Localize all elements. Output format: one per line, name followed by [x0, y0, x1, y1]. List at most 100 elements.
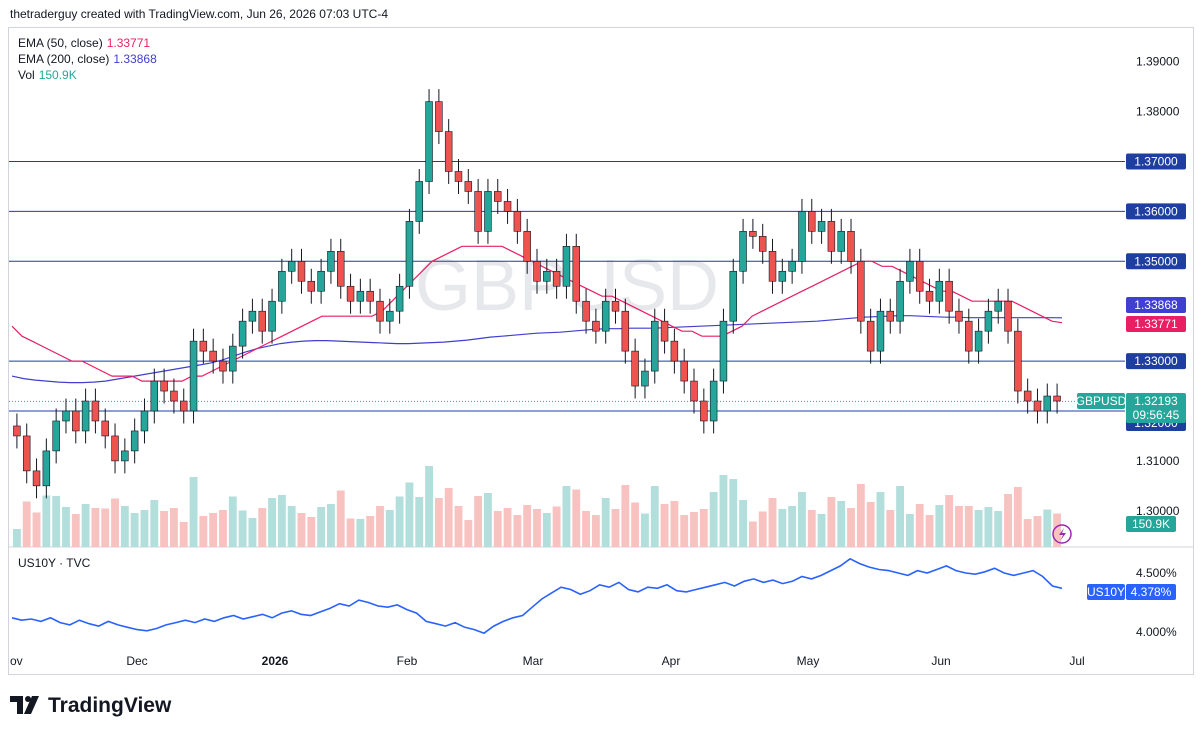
us10y-symbol-badge — [1087, 584, 1125, 600]
volume-bar — [994, 511, 1003, 547]
time-tick-5: Apr — [662, 654, 681, 668]
volume-bar — [660, 504, 669, 547]
volume-bar — [277, 495, 286, 547]
candle-body — [366, 290, 374, 302]
volume-bar — [915, 504, 924, 547]
last-price-text: 1.32193 — [1134, 394, 1178, 408]
tradingview-logo[interactable]: TradingView — [10, 694, 171, 718]
candle-body — [631, 350, 639, 387]
tradingview-logo-text: TradingView — [48, 694, 172, 717]
candle-body — [552, 270, 561, 287]
candle-body — [444, 131, 453, 172]
price-badges: 1.370001.360001.350001.330001.320001.338… — [1076, 153, 1186, 600]
volume-bar — [513, 515, 522, 547]
candle-body — [91, 400, 100, 422]
volume-bar — [680, 515, 689, 547]
candle-body — [346, 285, 355, 302]
volume-bar — [572, 489, 581, 547]
volume-bar — [484, 493, 492, 547]
candle-body — [170, 390, 178, 402]
candle-body — [906, 260, 914, 282]
candle-body — [484, 191, 492, 232]
volume-bar — [631, 502, 640, 547]
volume-bar — [650, 486, 659, 547]
candle-body — [719, 320, 728, 382]
legend-ema50[interactable]: EMA (50, close) 1.33771 — [18, 36, 151, 50]
volume-bar — [464, 520, 473, 547]
volume-bar — [1033, 516, 1042, 547]
volume-bar — [817, 514, 826, 547]
us10y-path — [11, 557, 1063, 635]
volume-bar — [621, 485, 630, 547]
candle-body — [533, 260, 541, 282]
candle-body — [425, 101, 433, 182]
volume-bar — [729, 479, 738, 547]
ema200-badge-text: 1.33868 — [1134, 298, 1178, 312]
candle-body — [179, 400, 188, 412]
candle-body — [709, 380, 718, 422]
candle-body — [690, 380, 698, 402]
candle-body — [935, 280, 944, 302]
candle-body — [778, 270, 787, 282]
candle-body — [1053, 395, 1061, 402]
candle-body — [62, 410, 70, 422]
volume-bar — [405, 482, 414, 547]
volume-bar — [327, 504, 335, 547]
candle-body — [13, 425, 21, 437]
candle-body — [72, 410, 80, 432]
volume-bar — [935, 505, 944, 547]
level-badge-1 — [1126, 153, 1186, 170]
volume-bar — [268, 498, 276, 547]
volume-bar — [601, 498, 610, 547]
candle-body — [758, 236, 767, 252]
volume-bar — [238, 510, 247, 547]
candle-body — [1043, 395, 1052, 412]
time-axis: ov Dec 2026 Feb Mar Apr May Jun Jul — [10, 654, 1085, 668]
volume-bar — [258, 508, 267, 547]
candle-body — [955, 310, 963, 322]
time-tick-8: Jul — [1069, 654, 1084, 668]
candle-body — [513, 211, 522, 232]
legend-vol[interactable]: Vol 150.9K — [18, 68, 77, 82]
volume-bar — [807, 510, 816, 547]
us10y-legend[interactable]: US10Y · TVC — [18, 556, 91, 570]
volume-bar — [984, 507, 993, 547]
candle-body — [866, 320, 875, 352]
candle-body — [798, 211, 806, 262]
candle-body — [464, 181, 473, 192]
candle-body — [592, 320, 600, 332]
volume-bar — [542, 513, 551, 547]
candle-body — [945, 280, 953, 312]
volume-bar — [591, 515, 600, 547]
volume-bar — [140, 510, 149, 547]
candle-body — [876, 310, 885, 352]
candle-body — [582, 300, 590, 322]
legend-ema200[interactable]: EMA (200, close) 1.33868 — [18, 52, 157, 66]
candle-body — [189, 340, 198, 412]
volume-bar — [758, 511, 767, 547]
time-tick-1: Dec — [126, 654, 147, 668]
candle-body — [896, 280, 904, 322]
candle-body — [130, 430, 139, 452]
candle-body — [454, 171, 463, 182]
volume-bar — [356, 519, 365, 547]
last-price-badge — [1126, 393, 1186, 423]
candle-body — [111, 435, 119, 462]
volume-bar — [945, 495, 954, 547]
candle-body — [474, 191, 482, 232]
volume-bar — [955, 506, 963, 547]
candle-body — [494, 191, 502, 202]
level-badge-4 — [1126, 353, 1186, 370]
lightning-icon[interactable] — [1052, 524, 1072, 544]
candle-body — [739, 231, 747, 272]
candle-body — [523, 231, 531, 262]
volume-bar — [582, 511, 590, 547]
candle-body — [307, 280, 316, 292]
volume-bar — [444, 488, 453, 547]
volume-bar — [798, 492, 806, 547]
candle-body — [150, 380, 159, 412]
level-badge-2 — [1126, 203, 1186, 220]
volume-bar — [1004, 494, 1012, 547]
candle-body — [297, 260, 306, 282]
